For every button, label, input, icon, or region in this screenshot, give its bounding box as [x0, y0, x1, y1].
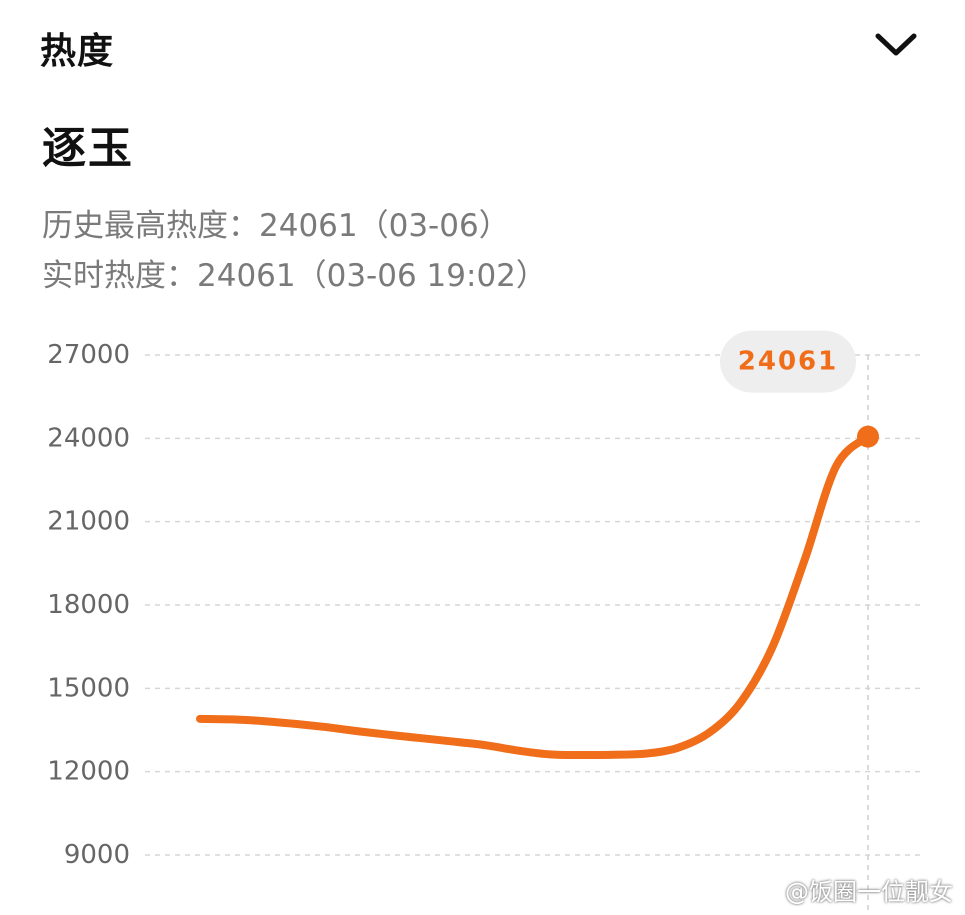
y-axis-ticks: 27000 24000 21000 18000 15000 12000 9000: [47, 340, 130, 870]
chevron-down-icon: [875, 33, 917, 56]
chart-svg: 27000 24000 21000 18000 15000 12000 9000 24061: [47, 330, 922, 915]
y-tick-label: 12000: [47, 757, 130, 787]
value-callout: 24061: [720, 330, 856, 393]
watermark: @饭圈一位靓女: [785, 878, 953, 906]
collapse-button[interactable]: [868, 20, 924, 68]
grid-lines: [145, 354, 922, 856]
callout-bubble: [720, 330, 856, 393]
topic-title: 逐玉: [42, 123, 134, 174]
card-header: 热度: [0, 0, 965, 90]
y-tick-label: 18000: [47, 590, 130, 620]
heat-line-chart: 27000 24000 21000 18000 15000 12000 9000 24061: [0, 330, 965, 915]
y-tick-label: 9000: [64, 840, 130, 870]
callout-label: 24061: [738, 347, 838, 377]
y-tick-label: 15000: [47, 673, 130, 703]
y-tick-label: 27000: [47, 340, 130, 370]
peak-heat-text: 历史最高热度：24061（03-06）: [42, 208, 510, 244]
y-tick-label: 21000: [47, 507, 130, 537]
series-end-point[interactable]: [857, 425, 879, 448]
live-heat-text: 实时热度：24061（03-06 19:02）: [42, 258, 547, 294]
section-title: 热度: [40, 31, 115, 72]
series-line: [196, 432, 872, 760]
y-tick-label: 24000: [47, 423, 130, 453]
